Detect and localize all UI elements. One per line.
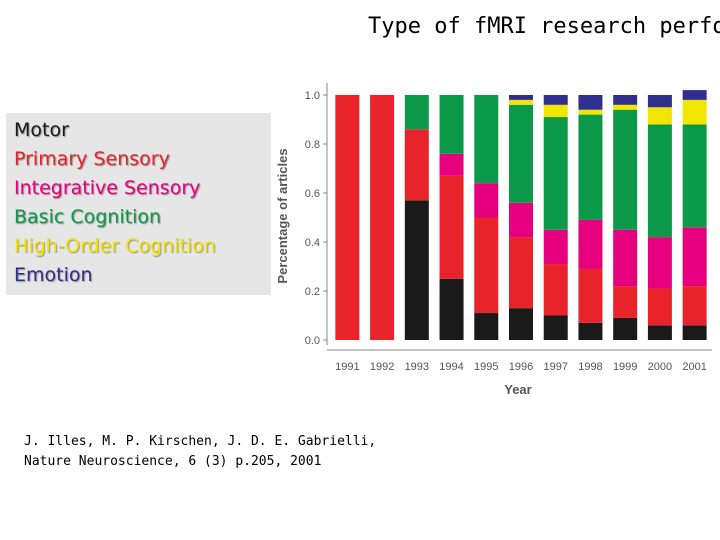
bar-segment (647, 124, 672, 238)
bar-segment (647, 95, 672, 108)
y-ticks: 0.0 0.2 0.4 0.6 0.8 1.0 (305, 90, 327, 347)
bar-segment (613, 317, 638, 340)
x-tick-label: 1992 (370, 361, 394, 373)
bar-segment (404, 200, 429, 340)
bar-segment (370, 95, 395, 340)
x-axis-title: Year (504, 382, 531, 397)
bar-segment (543, 117, 568, 230)
bar-segment (509, 104, 533, 203)
bar-segment (613, 95, 638, 105)
y-tick-label: 0.8 (305, 139, 320, 151)
x-tick-label: 1991 (335, 361, 359, 373)
bar-segment (682, 325, 707, 340)
bar-segment (578, 268, 603, 323)
slide-title: Type of fMRI research perfor (368, 14, 720, 39)
bar-segment (647, 237, 672, 289)
y-tick-label: 0.2 (305, 286, 320, 298)
bar-segment (509, 237, 533, 309)
bar-segment (335, 95, 360, 340)
bar-segment (509, 308, 533, 340)
bar-segment (647, 325, 672, 340)
bar-segment (474, 95, 499, 184)
bar-segment (543, 264, 568, 316)
x-tick-label: 1996 (509, 361, 533, 373)
bar-segment (543, 315, 568, 340)
bar-segment (682, 227, 707, 287)
bar-segment (543, 229, 568, 265)
x-tick-label: 2001 (682, 361, 706, 373)
bar-segment (439, 95, 464, 154)
bar-segment (578, 219, 603, 269)
y-tick-label: 0.4 (305, 237, 320, 249)
y-tick-label: 0.0 (305, 335, 320, 347)
bar-segment (613, 286, 638, 318)
bar-segment (404, 95, 429, 130)
bar-segment (682, 124, 707, 228)
citation: J. Illes, M. P. Kirschen, J. D. E. Gabri… (24, 432, 376, 472)
bar-segment (509, 202, 533, 238)
bar-segment (439, 175, 464, 279)
y-tick-label: 0.6 (305, 188, 320, 200)
bar-segment (509, 99, 533, 105)
y-axis-title: Percentage of articles (275, 148, 290, 283)
bar-segment (647, 288, 672, 326)
x-tick-label: 2000 (648, 361, 672, 373)
bar-segment (474, 217, 499, 314)
bars-layer (335, 90, 707, 340)
legend-item-primary-sensory: Primary Sensory (14, 148, 170, 170)
x-ticks: 1991 1992 1993 1994 1995 1996 1997 1998 1999 2000… (335, 361, 707, 373)
bar-segment (682, 99, 707, 125)
x-tick-label: 1995 (474, 361, 498, 373)
bar-segment (543, 95, 568, 105)
bar-segment (509, 95, 533, 100)
legend-box: Motor Primary Sensory Integrative Sensor… (6, 113, 271, 295)
legend-item-basic-cognition: Basic Cognition (14, 206, 162, 228)
bar-segment (439, 153, 464, 176)
bar-segment (647, 107, 672, 125)
x-tick-label: 1994 (439, 361, 463, 373)
bar-segment (404, 129, 429, 201)
x-tick-label: 1993 (405, 361, 429, 373)
legend-item-high-order-cognition: High-Order Cognition (14, 235, 216, 257)
bar-segment (543, 104, 568, 118)
citation-authors: J. Illes, M. P. Kirschen, J. D. E. Gabri… (24, 434, 377, 449)
bar-segment (474, 183, 499, 218)
legend-item-emotion: Emotion (14, 264, 93, 286)
bar-segment (578, 114, 603, 220)
bar-segment (682, 286, 707, 326)
x-tick-label: 1998 (578, 361, 602, 373)
bar-segment (613, 229, 638, 287)
bar-segment (578, 322, 603, 340)
bar-segment (613, 109, 638, 230)
x-tick-label: 1997 (543, 361, 567, 373)
bar-segment (682, 90, 707, 100)
x-tick-label: 1999 (613, 361, 637, 373)
y-tick-label: 1.0 (305, 90, 320, 102)
bar-segment (474, 313, 499, 340)
legend-item-motor: Motor (14, 119, 69, 141)
bar-segment (578, 95, 603, 110)
legend-item-integrative-sensory: Integrative Sensory (14, 177, 201, 199)
bar-segment (439, 278, 464, 340)
bar-segment (578, 109, 603, 115)
citation-journal: Nature Neuroscience, 6 (3) p.205, 2001 (24, 454, 322, 469)
bar-segment (613, 104, 638, 110)
